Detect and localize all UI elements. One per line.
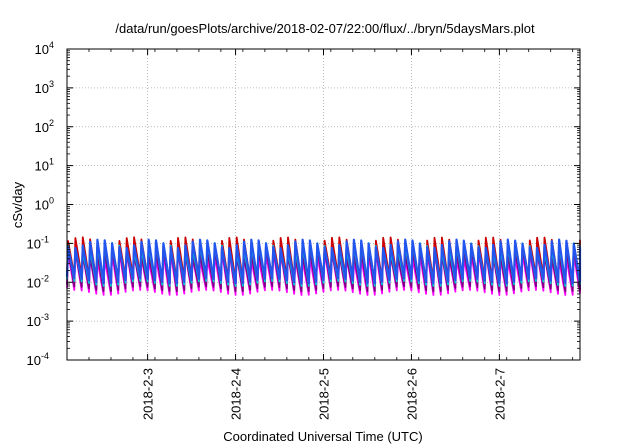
y-tick-exponent: -3	[41, 312, 49, 322]
y-tick-label: 10-4	[27, 351, 49, 368]
x-tick-label: 2018-2-5	[317, 368, 332, 420]
y-tick-label: 10-3	[27, 312, 49, 329]
y-tick-label: 101	[35, 157, 54, 174]
y-tick-exponent: -4	[41, 351, 49, 361]
series-line	[66, 241, 581, 287]
x-ticks: 2018-2-3 2018-2-4 2018-2-5 2018-2-6 2018-2-7	[66, 49, 574, 420]
y-axis-label: cSv/day	[10, 181, 25, 228]
chart-title: /data/run/goesPlots/archive/2018-02-07/2…	[115, 21, 535, 36]
y-tick-label: 100	[35, 196, 54, 213]
y-tick-exponent: 0	[49, 196, 54, 206]
grid-lines	[67, 49, 580, 360]
x-tick-label: 2018-2-4	[229, 368, 244, 420]
series-line	[65, 238, 582, 285]
y-tick-exponent: 1	[49, 157, 54, 167]
y-tick-exponent: 2	[49, 118, 54, 128]
y-tick-exponent: -1	[41, 234, 49, 244]
x-tick-label: 2018-2-6	[404, 368, 419, 420]
x-axis-label: Coordinated Universal Time (UTC)	[223, 429, 422, 444]
y-tick-exponent: 4	[49, 40, 54, 50]
y-tick-exponent: -2	[41, 273, 49, 283]
y-tick-label: 102	[35, 118, 54, 135]
y-tick-label: 10-2	[27, 273, 49, 290]
x-tick-label: 2018-2-7	[492, 368, 507, 420]
y-tick-label: 10-1	[27, 234, 49, 251]
y-tick-exponent: 3	[49, 79, 54, 89]
y-tick-label: 104	[35, 40, 54, 57]
y-tick-label: 103	[35, 79, 54, 96]
data-series	[65, 236, 582, 296]
x-tick-label: 2018-2-3	[141, 368, 156, 420]
